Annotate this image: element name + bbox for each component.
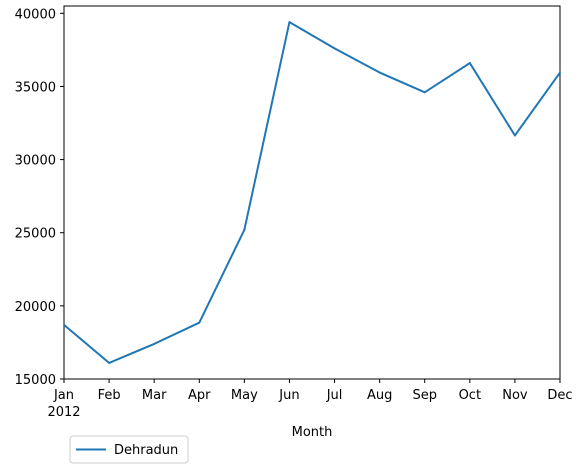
x-tick-label: Apr <box>188 388 211 403</box>
x-tick-label: Mar <box>142 388 167 403</box>
x-tick-label: May <box>231 388 258 403</box>
data-point <box>559 71 561 74</box>
data-point <box>63 323 65 326</box>
legend-box <box>69 435 189 464</box>
x-tick-label: Feb <box>98 388 121 403</box>
y-tick-label: 30000 <box>15 154 56 169</box>
x-tick-label: Oct <box>459 388 481 403</box>
x-tick-label: Sep <box>412 388 437 403</box>
x-year-label: 2012 <box>47 405 80 420</box>
legend-label: Dehradun <box>114 443 178 458</box>
x-tick-label: Jun <box>278 388 299 403</box>
data-point <box>378 71 381 74</box>
data-point <box>423 91 426 94</box>
plot-frame <box>63 5 561 380</box>
x-axis-title: Month <box>292 425 333 440</box>
legend: Dehradun <box>69 435 189 464</box>
x-tick-label: Nov <box>502 388 528 403</box>
data-point <box>288 21 291 24</box>
x-tick-label: Jul <box>326 388 343 403</box>
data-point <box>333 47 336 50</box>
x-tick-label: Jan <box>53 388 74 403</box>
y-axis: 15000 20000 25000 30000 35000 40000 <box>15 7 64 388</box>
y-tick-label: 40000 <box>15 7 56 22</box>
plot-area <box>63 5 561 380</box>
data-point <box>513 134 516 137</box>
data-point <box>243 228 246 231</box>
data-point <box>153 342 156 345</box>
series-layer <box>63 21 561 364</box>
x-tick-label: Dec <box>547 388 572 403</box>
y-tick-label: 15000 <box>15 373 56 388</box>
data-point <box>468 62 471 65</box>
x-axis: Jan Feb Mar Apr May Jun Jul Aug Sep Oct Nov Dec 2012 <box>47 379 573 420</box>
data-point <box>198 321 201 324</box>
y-tick-label: 25000 <box>15 227 56 242</box>
series-line-dehradun <box>63 21 561 364</box>
y-tick-label: 20000 <box>15 300 56 315</box>
y-tick-label: 35000 <box>15 80 56 95</box>
data-point <box>108 361 111 364</box>
x-tick-label: Aug <box>367 388 392 403</box>
